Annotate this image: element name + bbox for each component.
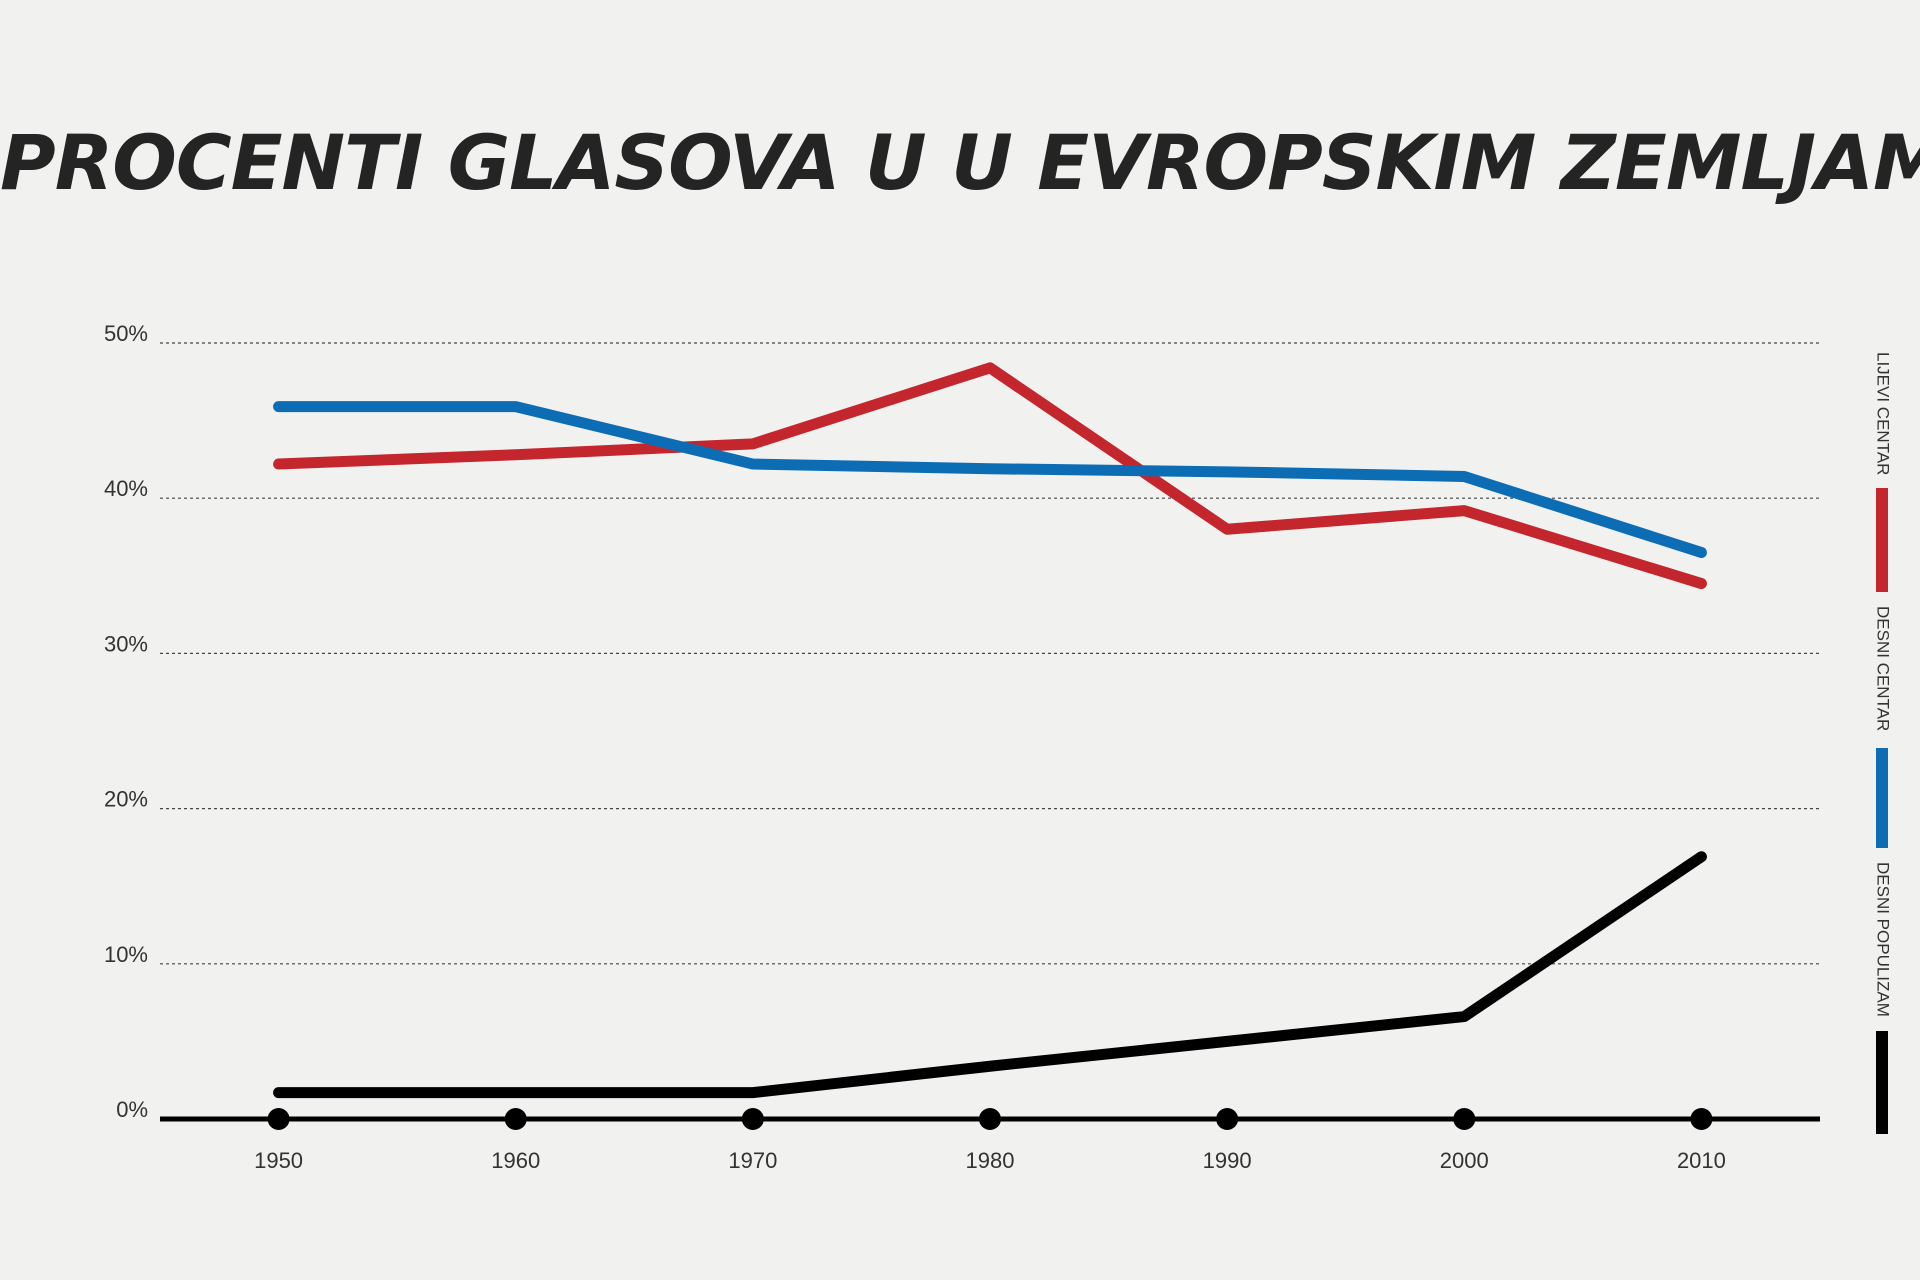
legend-swatch-desni-centar <box>1876 748 1888 848</box>
x-marker-1960 <box>504 1108 527 1130</box>
x-marker-2000 <box>1453 1108 1476 1130</box>
y-tick-label-20: 20% <box>104 787 148 812</box>
legend: LIJEVI CENTAR DESNI CENTAR DESNI POPULIZAM <box>1874 352 1893 1134</box>
x-marker-1950 <box>267 1108 290 1130</box>
x-marker-1980 <box>979 1108 1001 1130</box>
x-tick-label-1970: 1970 <box>728 1148 777 1173</box>
x-tick-label-1960: 1960 <box>491 1148 540 1173</box>
y-tick-label-10: 10% <box>104 942 148 967</box>
x-axis-markers <box>267 1108 1713 1130</box>
series-lines <box>273 362 1707 1099</box>
series-line-desni-populizam <box>273 851 1707 1099</box>
x-tick-label-2010: 2010 <box>1677 1148 1726 1173</box>
legend-label-desni-centar: DESNI CENTAR <box>1874 606 1893 731</box>
x-tick-label-1950: 1950 <box>254 1148 303 1173</box>
chart-title: PROCENTI GLASOVA U U EVROPSKIM ZEMLJAMA <box>0 118 1920 207</box>
series-line-lijevi-centar <box>273 362 1707 590</box>
legend-label-desni-populizam: DESNI POPULIZAM <box>1874 862 1893 1017</box>
y-tick-label-50: 50% <box>104 321 148 346</box>
y-axis-tick-labels: 0% 10% 20% 30% 40% 50% <box>104 321 148 1122</box>
legend-label-lijevi-centar: LIJEVI CENTAR <box>1874 352 1893 475</box>
legend-swatch-desni-populizam <box>1876 1031 1888 1134</box>
x-marker-1990 <box>1216 1108 1239 1130</box>
x-tick-label-1980: 1980 <box>966 1148 1015 1173</box>
grid-lines <box>160 342 1820 965</box>
y-tick-label-40: 40% <box>104 476 148 501</box>
y-tick-label-0: 0% <box>116 1097 148 1122</box>
x-marker-2010 <box>1690 1108 1713 1130</box>
x-marker-1970 <box>741 1108 764 1130</box>
x-tick-label-2000: 2000 <box>1440 1148 1489 1173</box>
y-tick-label-30: 30% <box>104 631 148 656</box>
x-tick-label-1990: 1990 <box>1203 1148 1252 1173</box>
legend-swatch-lijevi-centar <box>1876 488 1888 592</box>
x-axis-tick-labels: 1950 1960 1970 1980 1990 2000 2010 <box>254 1148 1726 1173</box>
series-line-desni-centar <box>273 401 1707 559</box>
